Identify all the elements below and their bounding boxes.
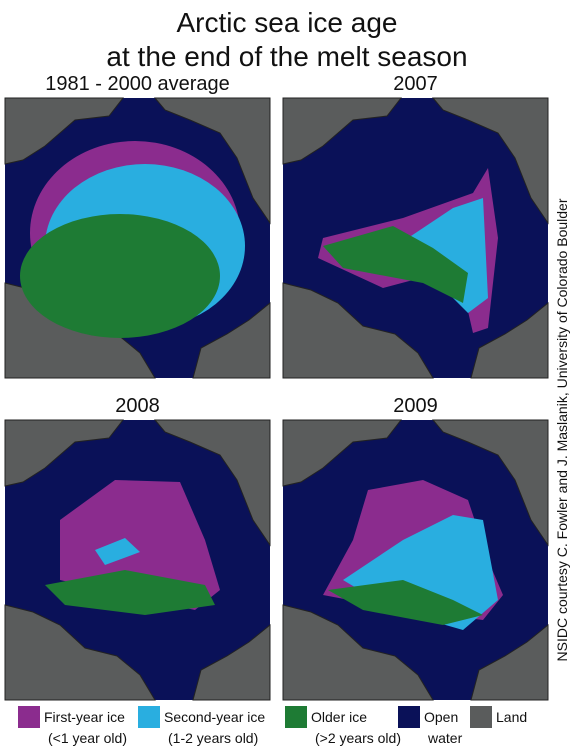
ice-area xyxy=(45,570,215,615)
land xyxy=(153,97,271,225)
title-line: Arctic sea ice age xyxy=(177,7,398,38)
legend-sublabel: water xyxy=(427,730,463,746)
legend-label: Older ice xyxy=(311,709,367,725)
legend-label: Open xyxy=(424,709,458,725)
credit: NSIDC courtesy C. Fowler and J. Maslanik… xyxy=(554,198,570,661)
land xyxy=(282,604,434,701)
legend-sublabel: (<1 year old) xyxy=(48,730,127,746)
land xyxy=(4,419,125,487)
legend-swatch xyxy=(18,706,40,728)
legend-label: First-year ice xyxy=(44,709,125,725)
land xyxy=(470,301,549,379)
land xyxy=(153,419,271,547)
ice-area xyxy=(323,226,468,303)
land xyxy=(4,97,125,165)
panel-title: 2009 xyxy=(393,395,438,417)
land xyxy=(282,282,434,379)
legend-swatch xyxy=(138,706,160,728)
legend-swatch xyxy=(398,706,420,728)
legend-swatch xyxy=(285,706,307,728)
panel-title: 1981 - 2000 average xyxy=(45,73,230,95)
land xyxy=(470,623,549,701)
legend-swatch xyxy=(470,706,492,728)
map xyxy=(282,419,549,701)
legend-label: Land xyxy=(496,709,527,725)
land xyxy=(431,419,549,547)
land xyxy=(431,97,549,225)
legend-label: Second-year ice xyxy=(164,709,265,725)
panel-title: 2007 xyxy=(393,73,438,95)
ice-area xyxy=(328,580,483,625)
land xyxy=(282,419,403,487)
legend-sublabel: (1-2 years old) xyxy=(168,730,258,746)
land xyxy=(192,301,271,379)
map xyxy=(282,97,549,379)
title-line: at the end of the melt season xyxy=(106,41,467,72)
legend-sublabel: (>2 years old) xyxy=(315,730,401,746)
land xyxy=(4,604,156,701)
map xyxy=(4,97,271,379)
ice-area xyxy=(95,538,140,565)
land xyxy=(192,623,271,701)
map xyxy=(4,419,271,701)
land xyxy=(282,97,403,165)
panel-title: 2008 xyxy=(115,395,160,417)
ice-area xyxy=(20,214,220,338)
